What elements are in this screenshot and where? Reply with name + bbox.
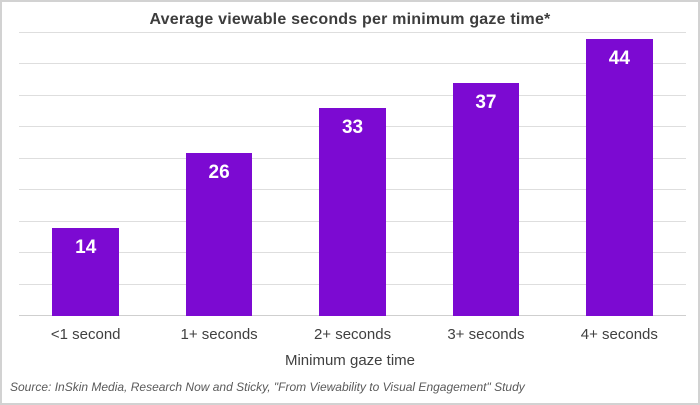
gridline [19, 63, 686, 65]
bar-data-label: 37 [475, 92, 497, 114]
x-axis-tick-label: <1 second [50, 326, 121, 343]
bar-slot: 37 [419, 33, 552, 316]
chart-title: Average viewable seconds per minimum gaz… [149, 11, 551, 28]
bar-data-label: 44 [608, 48, 630, 70]
bar-data-label: 26 [208, 161, 230, 183]
bar-1+ seconds: 26 [185, 152, 253, 316]
x-axis-tick-label: 4+ seconds [580, 326, 658, 343]
bar-data-label: 14 [75, 236, 97, 258]
plot-area: 14 26 33 37 44 [19, 32, 686, 316]
bar-<1 second: 14 [52, 227, 120, 316]
bar-data-label: 33 [341, 117, 364, 139]
bar-slot: 26 [152, 33, 285, 316]
x-axis-tick-labels: <1 second 1+ seconds 2+ seconds 3+ seconds 4… [19, 326, 686, 343]
bar-slot: 14 [19, 33, 152, 316]
x-axis-tick-label: 1+ seconds [180, 326, 258, 343]
x-axis-title: Minimum gaze time [284, 352, 416, 369]
bar-3+ seconds: 37 [452, 83, 520, 316]
bar-slot: 33 [286, 33, 419, 316]
bar-2+ seconds: 33 [319, 108, 386, 316]
bar-slot: 44 [553, 33, 686, 316]
source-note: Source: InSkin Media, Research Now and S… [10, 380, 525, 394]
bar-4+ seconds: 44 [585, 39, 653, 316]
x-axis-tick-label: 3+ seconds [447, 326, 525, 343]
gridline [19, 32, 686, 33]
bar-series: 14 26 33 37 44 [19, 33, 686, 316]
x-axis-tick-label: 2+ seconds [313, 326, 392, 343]
gridline [19, 94, 686, 96]
